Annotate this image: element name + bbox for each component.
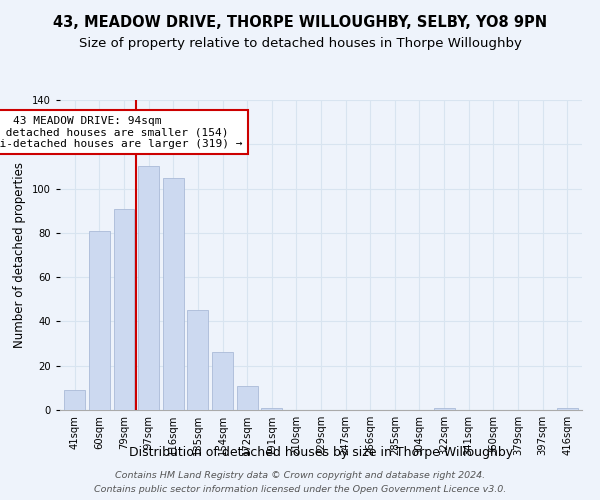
Bar <box>89 230 110 410</box>
Text: 43, MEADOW DRIVE, THORPE WILLOUGHBY, SELBY, YO8 9PN: 43, MEADOW DRIVE, THORPE WILLOUGHBY, SEL… <box>53 15 547 30</box>
Text: Distribution of detached houses by size in Thorpe Willoughby: Distribution of detached houses by size … <box>129 446 513 459</box>
Bar <box>236 386 257 410</box>
Bar <box>557 408 578 410</box>
Bar <box>163 178 184 410</box>
Bar <box>187 310 208 410</box>
Bar <box>261 408 282 410</box>
Text: Contains HM Land Registry data © Crown copyright and database right 2024.
Contai: Contains HM Land Registry data © Crown c… <box>94 472 506 494</box>
Y-axis label: Number of detached properties: Number of detached properties <box>13 162 26 348</box>
Bar <box>113 208 134 410</box>
Text: Size of property relative to detached houses in Thorpe Willoughby: Size of property relative to detached ho… <box>79 38 521 51</box>
Text: 43 MEADOW DRIVE: 94sqm
← 32% of detached houses are smaller (154)
67% of semi-de: 43 MEADOW DRIVE: 94sqm ← 32% of detached… <box>0 116 242 148</box>
Bar <box>212 352 233 410</box>
Bar <box>138 166 159 410</box>
Bar <box>64 390 85 410</box>
Bar <box>434 408 455 410</box>
